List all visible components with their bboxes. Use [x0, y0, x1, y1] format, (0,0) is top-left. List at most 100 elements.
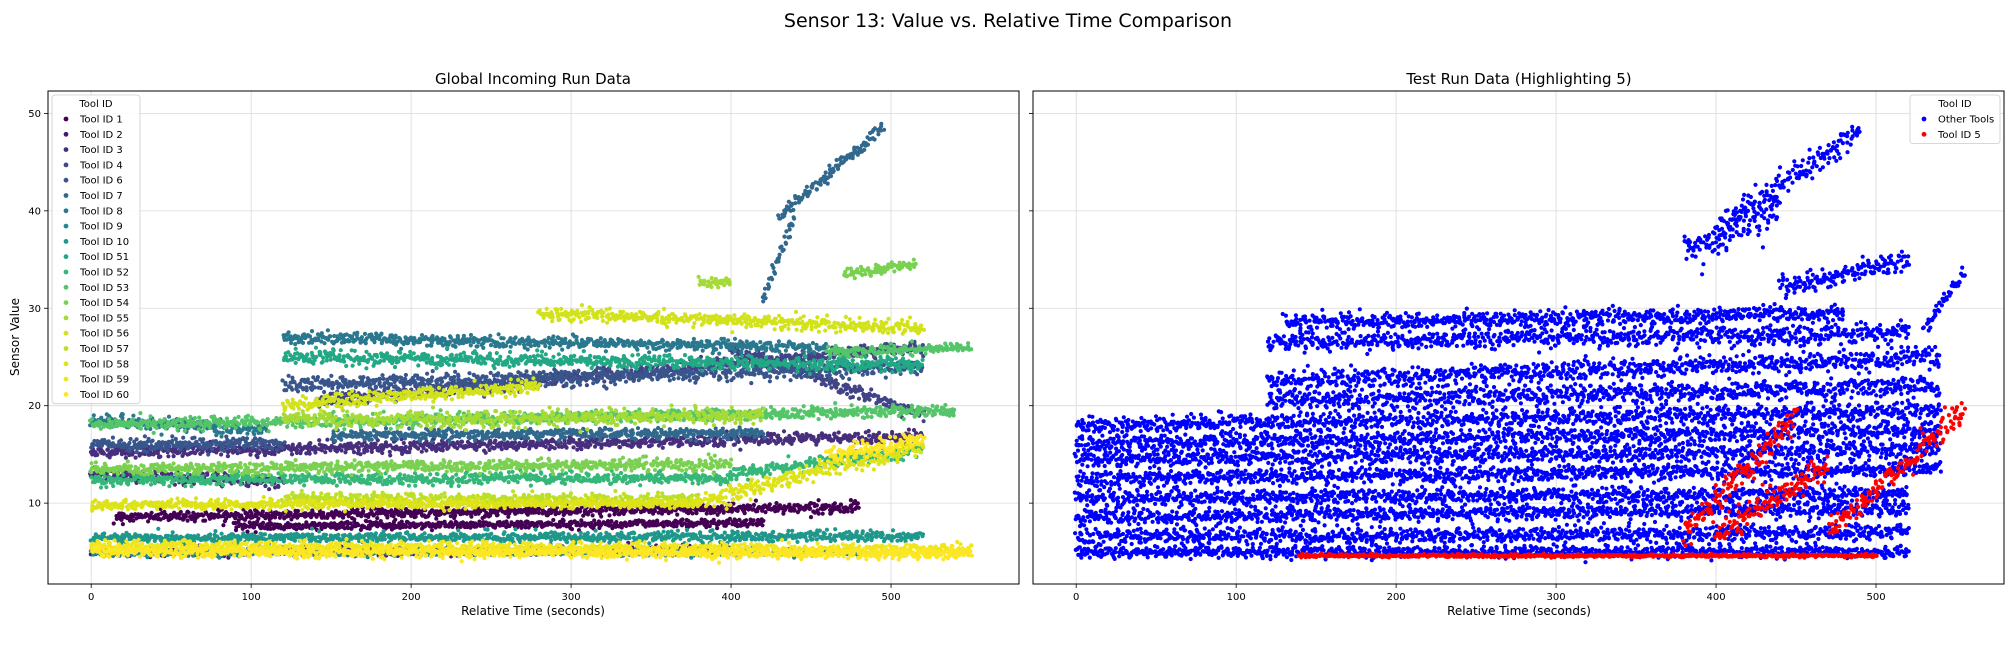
data-point — [310, 509, 315, 514]
data-point — [751, 518, 756, 523]
data-point — [236, 448, 241, 453]
data-point — [473, 444, 478, 449]
data-point — [353, 384, 358, 390]
data-point — [233, 440, 238, 446]
left-chart-title: Global Incoming Run Data — [435, 70, 631, 88]
data-point — [361, 375, 366, 380]
data-point — [263, 483, 268, 489]
data-point — [716, 443, 721, 448]
data-point — [212, 512, 217, 517]
data-point — [294, 448, 300, 453]
data-point — [256, 445, 261, 450]
data-point — [270, 446, 275, 451]
data-point — [361, 509, 366, 514]
data-point — [233, 516, 238, 521]
data-point — [380, 373, 385, 378]
data-point — [701, 442, 706, 447]
data-point — [308, 441, 313, 446]
data-point — [309, 380, 314, 385]
data-point — [577, 509, 582, 514]
data-point — [484, 510, 489, 515]
data-point — [794, 430, 799, 435]
data-point — [128, 436, 133, 442]
data-point — [777, 503, 783, 508]
data-point — [506, 514, 511, 519]
data-point — [742, 510, 747, 516]
data-point — [599, 514, 604, 519]
data-point — [167, 444, 172, 449]
data-point — [814, 442, 819, 447]
data-point — [536, 510, 542, 515]
data-point — [383, 440, 389, 445]
data-point — [413, 514, 418, 519]
data-point — [835, 381, 840, 387]
data-point — [833, 378, 839, 383]
data-point — [602, 379, 607, 384]
series-tool-id-1 — [111, 498, 861, 535]
data-point — [403, 444, 408, 449]
data-point — [442, 519, 447, 524]
data-point — [134, 437, 139, 442]
data-point — [661, 523, 666, 528]
data-point — [95, 452, 100, 457]
data-point — [869, 387, 874, 392]
data-point — [530, 439, 536, 444]
data-point — [339, 448, 344, 453]
data-point — [131, 518, 136, 523]
data-point — [800, 433, 805, 438]
data-point — [147, 515, 153, 521]
data-point — [150, 438, 155, 443]
data-point — [237, 440, 242, 445]
data-point — [446, 381, 451, 386]
data-point — [413, 380, 418, 385]
data-point — [172, 511, 177, 516]
data-point — [480, 515, 485, 521]
data-point — [286, 444, 291, 449]
left-chart-points — [88, 121, 975, 565]
data-point — [315, 377, 320, 382]
data-point — [388, 453, 393, 458]
data-point — [276, 484, 281, 489]
data-point — [144, 450, 149, 455]
data-point — [401, 440, 406, 446]
data-point — [569, 527, 575, 532]
data-point — [373, 385, 378, 390]
data-point — [738, 447, 743, 452]
data-point — [674, 524, 679, 529]
data-point — [341, 515, 346, 520]
data-point — [313, 450, 318, 455]
data-point — [617, 445, 623, 450]
data-point — [836, 430, 841, 435]
suptitle: Sensor 13: Value vs. Relative Time Compa… — [784, 10, 1232, 32]
data-point — [146, 519, 151, 524]
data-point — [434, 516, 439, 521]
data-point — [321, 510, 326, 515]
data-point — [243, 510, 248, 515]
data-point — [592, 518, 597, 523]
data-point — [552, 446, 557, 451]
data-point — [201, 513, 206, 518]
data-point — [452, 374, 457, 380]
data-point — [289, 385, 294, 390]
data-point — [492, 525, 498, 530]
data-point — [626, 438, 631, 443]
data-point — [419, 449, 424, 454]
data-point — [120, 522, 125, 527]
data-point — [488, 370, 493, 375]
data-point — [295, 508, 300, 514]
data-point — [121, 512, 126, 517]
data-point — [704, 511, 709, 516]
data-point — [590, 513, 595, 518]
data-point — [791, 438, 796, 443]
data-point — [193, 440, 198, 445]
data-point — [201, 437, 206, 442]
data-point — [375, 516, 380, 521]
data-point — [273, 515, 278, 520]
data-point — [267, 487, 272, 492]
data-point — [244, 436, 250, 441]
data-point — [289, 452, 295, 457]
data-point — [421, 377, 426, 382]
data-point — [156, 445, 161, 450]
data-point — [245, 529, 250, 534]
data-point — [127, 440, 132, 446]
